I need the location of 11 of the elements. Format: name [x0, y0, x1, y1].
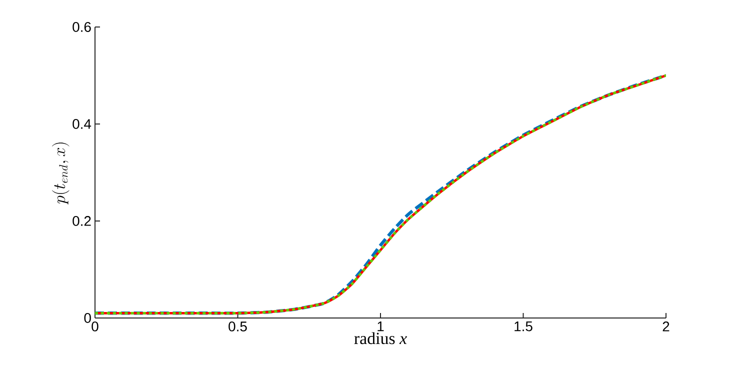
x-axis-title: radius x [354, 332, 407, 344]
y-tick-label: 0.6 [72, 22, 91, 32]
y-tick-label: 0.4 [72, 119, 92, 129]
x-tick-label: 1 [378, 322, 384, 332]
y-tick-label: 0.2 [72, 216, 91, 226]
x-tick-label: 0.5 [228, 322, 247, 332]
y-axis-title: $p(t_{end},x)$ [52, 142, 70, 204]
x-tick-label: 2 [662, 322, 670, 332]
x-tick-label: 0 [92, 322, 98, 332]
x-tick-label: 1.5 [514, 322, 532, 332]
y-tick-label: 0 [84, 313, 91, 323]
